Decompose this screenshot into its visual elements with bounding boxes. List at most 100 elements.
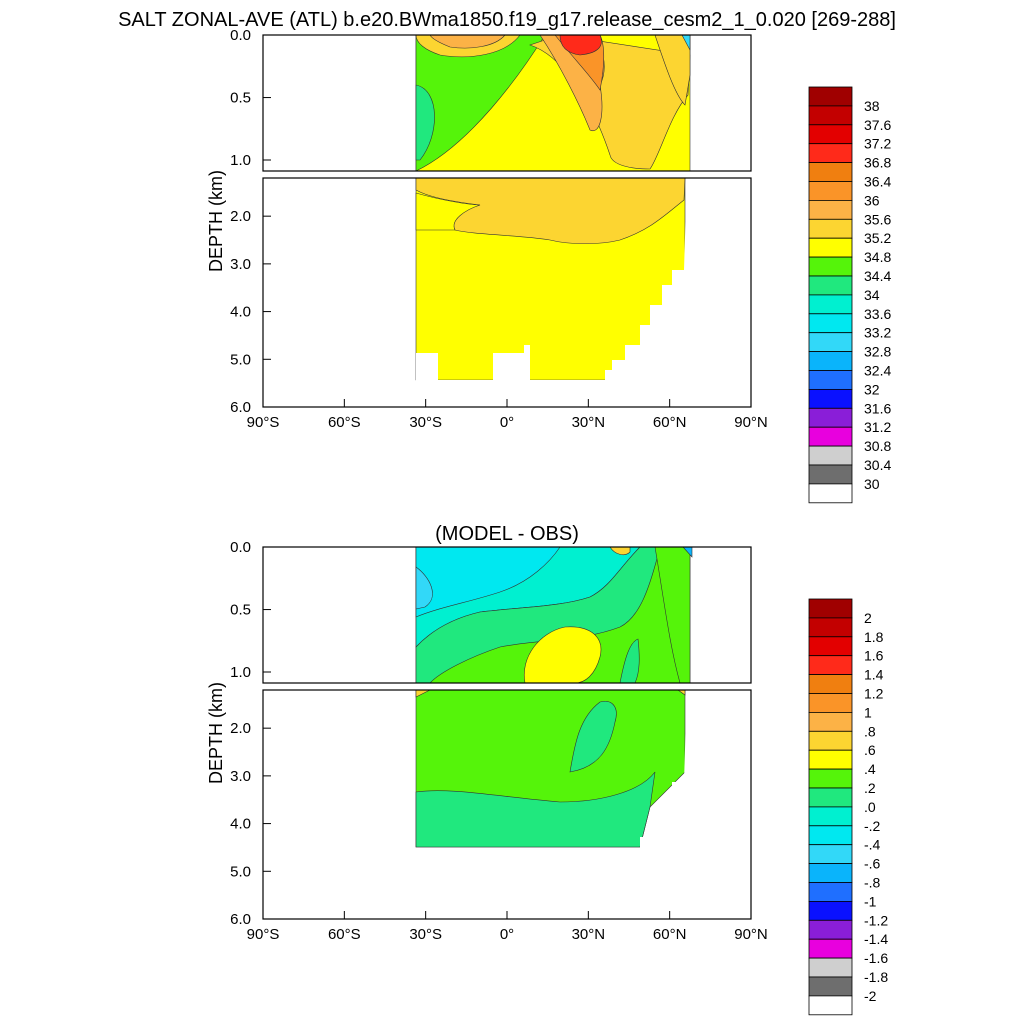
x-tick-label: 90°N — [734, 926, 768, 943]
colorbar-cell — [808, 863, 853, 883]
colorbar-cell — [808, 749, 853, 770]
band-gap — [250, 684, 770, 690]
colorbar-label: 34.8 — [864, 249, 891, 265]
x-tick-label: 60°N — [653, 414, 687, 431]
colorbar-cell — [808, 370, 853, 390]
colorbar-label: .8 — [864, 723, 876, 739]
colorbar-cell — [808, 218, 853, 239]
colorbar-label: -.8 — [864, 875, 881, 891]
colorbar-label: -2 — [864, 988, 877, 1004]
y-tick-label: 6.0 — [230, 399, 251, 416]
colorbar-cell — [808, 426, 853, 447]
y-tick-label: 0.5 — [230, 602, 251, 619]
colorbar-cell — [808, 693, 853, 713]
colorbar-cell — [808, 995, 853, 1016]
colorbar-label: 1.8 — [864, 629, 884, 645]
colorbar-cell — [808, 825, 853, 846]
colorbar-cell — [808, 256, 853, 277]
colorbar-cell — [808, 199, 853, 220]
seafloor-mask — [416, 205, 751, 407]
colorbar-label: -1.6 — [864, 950, 888, 966]
x-tick-label: 30°S — [409, 414, 442, 431]
colorbar: 38 37.6 37.2 36.8 36.4 36 35.6 35.2 34.8 34.4 34 33… — [808, 86, 891, 504]
colorbar-cell — [808, 313, 853, 334]
colorbar-cell — [808, 445, 853, 466]
x-tick-label: 60°S — [328, 926, 361, 943]
colorbar-cell — [808, 938, 853, 959]
colorbar-label: .4 — [864, 761, 876, 777]
colorbar-cell — [808, 598, 853, 619]
colorbar-cell — [808, 844, 853, 865]
seafloor-mask — [416, 717, 751, 919]
colorbar-cell — [808, 919, 853, 940]
colorbar-label: 32.8 — [864, 344, 891, 360]
colorbar-cell — [808, 143, 853, 163]
y-axis-label: DEPTH (km) — [206, 170, 226, 272]
colorbar-label: -.2 — [864, 818, 881, 834]
upper-frame — [262, 34, 752, 172]
colorbar-cell — [808, 464, 853, 485]
colorbar-label: 38 — [864, 98, 880, 114]
contour-region-13 — [415, 192, 481, 231]
colorbar-cell — [808, 483, 853, 504]
contour-region-12 — [569, 701, 617, 773]
colorbar-cell — [808, 332, 853, 353]
colorbar-cell — [808, 655, 853, 676]
colorbar: 21.81.61.41.21.8.6.4.2.0-.2-.4-.6-.8-1-1… — [808, 598, 888, 1016]
x-tick-label: 0° — [500, 926, 514, 943]
band-gap — [250, 172, 770, 178]
colorbar-label: .2 — [864, 780, 876, 796]
contour-region-5 — [523, 626, 602, 684]
colorbar-label: 35.2 — [864, 230, 891, 246]
y-axis-label: DEPTH (km) — [206, 682, 226, 784]
x-tick-label: 30°N — [572, 926, 606, 943]
colorbar-cell — [808, 124, 853, 145]
colorbar-cell — [808, 712, 853, 732]
colorbar-label: 36 — [864, 192, 880, 208]
contour-region-6 — [559, 34, 602, 56]
colorbar-cell — [808, 294, 853, 315]
colorbar-cell — [808, 181, 853, 201]
y-tick-label: 3.0 — [230, 256, 251, 273]
x-tick-label: 60°N — [653, 926, 687, 943]
colorbar-label: 35.6 — [864, 211, 891, 227]
colorbar-label: -.4 — [864, 837, 881, 853]
x-tick-label: 90°S — [247, 926, 280, 943]
contour-region-8 — [429, 34, 506, 49]
colorbar-label: 32.4 — [864, 363, 891, 379]
colorbar-label: -.6 — [864, 856, 881, 872]
colorbar-cell — [808, 351, 853, 371]
colorbar-cell — [808, 806, 853, 827]
upper-frame — [262, 546, 752, 684]
colorbar-cell — [808, 901, 853, 921]
colorbar-cell — [808, 787, 853, 808]
colorbar-label: 1.4 — [864, 667, 884, 683]
y-tick-label: 2.0 — [230, 208, 251, 225]
x-tick-label: 90°N — [734, 414, 768, 431]
x-tick-label: 90°S — [247, 414, 280, 431]
colorbar-label: 34 — [864, 287, 880, 303]
x-tick-label: 30°N — [572, 414, 606, 431]
y-tick-label: 4.0 — [230, 304, 251, 321]
colorbar-cell — [808, 976, 853, 997]
colorbar-cell — [808, 636, 853, 657]
contour-region-11 — [415, 771, 656, 848]
salinity-field — [415, 546, 751, 919]
colorbar-cell — [808, 86, 853, 107]
y-tick-label: 1.0 — [230, 664, 251, 681]
contour-region-2 — [415, 546, 561, 618]
y-tick-label: 5.0 — [230, 351, 251, 368]
contour-region-3 — [415, 566, 433, 610]
colorbar-cell — [808, 407, 853, 428]
contour-region-2 — [415, 84, 435, 161]
x-tick-label: 30°S — [409, 926, 442, 943]
colorbar-label: -1.2 — [864, 912, 888, 928]
colorbar-cell — [808, 237, 853, 258]
colorbar-label: 30.8 — [864, 438, 891, 454]
colorbar-label: 32 — [864, 381, 880, 397]
colorbar-label: 31.2 — [864, 419, 891, 435]
x-tick-label: 60°S — [328, 414, 361, 431]
colorbar-label: -1.4 — [864, 931, 888, 947]
colorbar-label: 1 — [864, 704, 872, 720]
